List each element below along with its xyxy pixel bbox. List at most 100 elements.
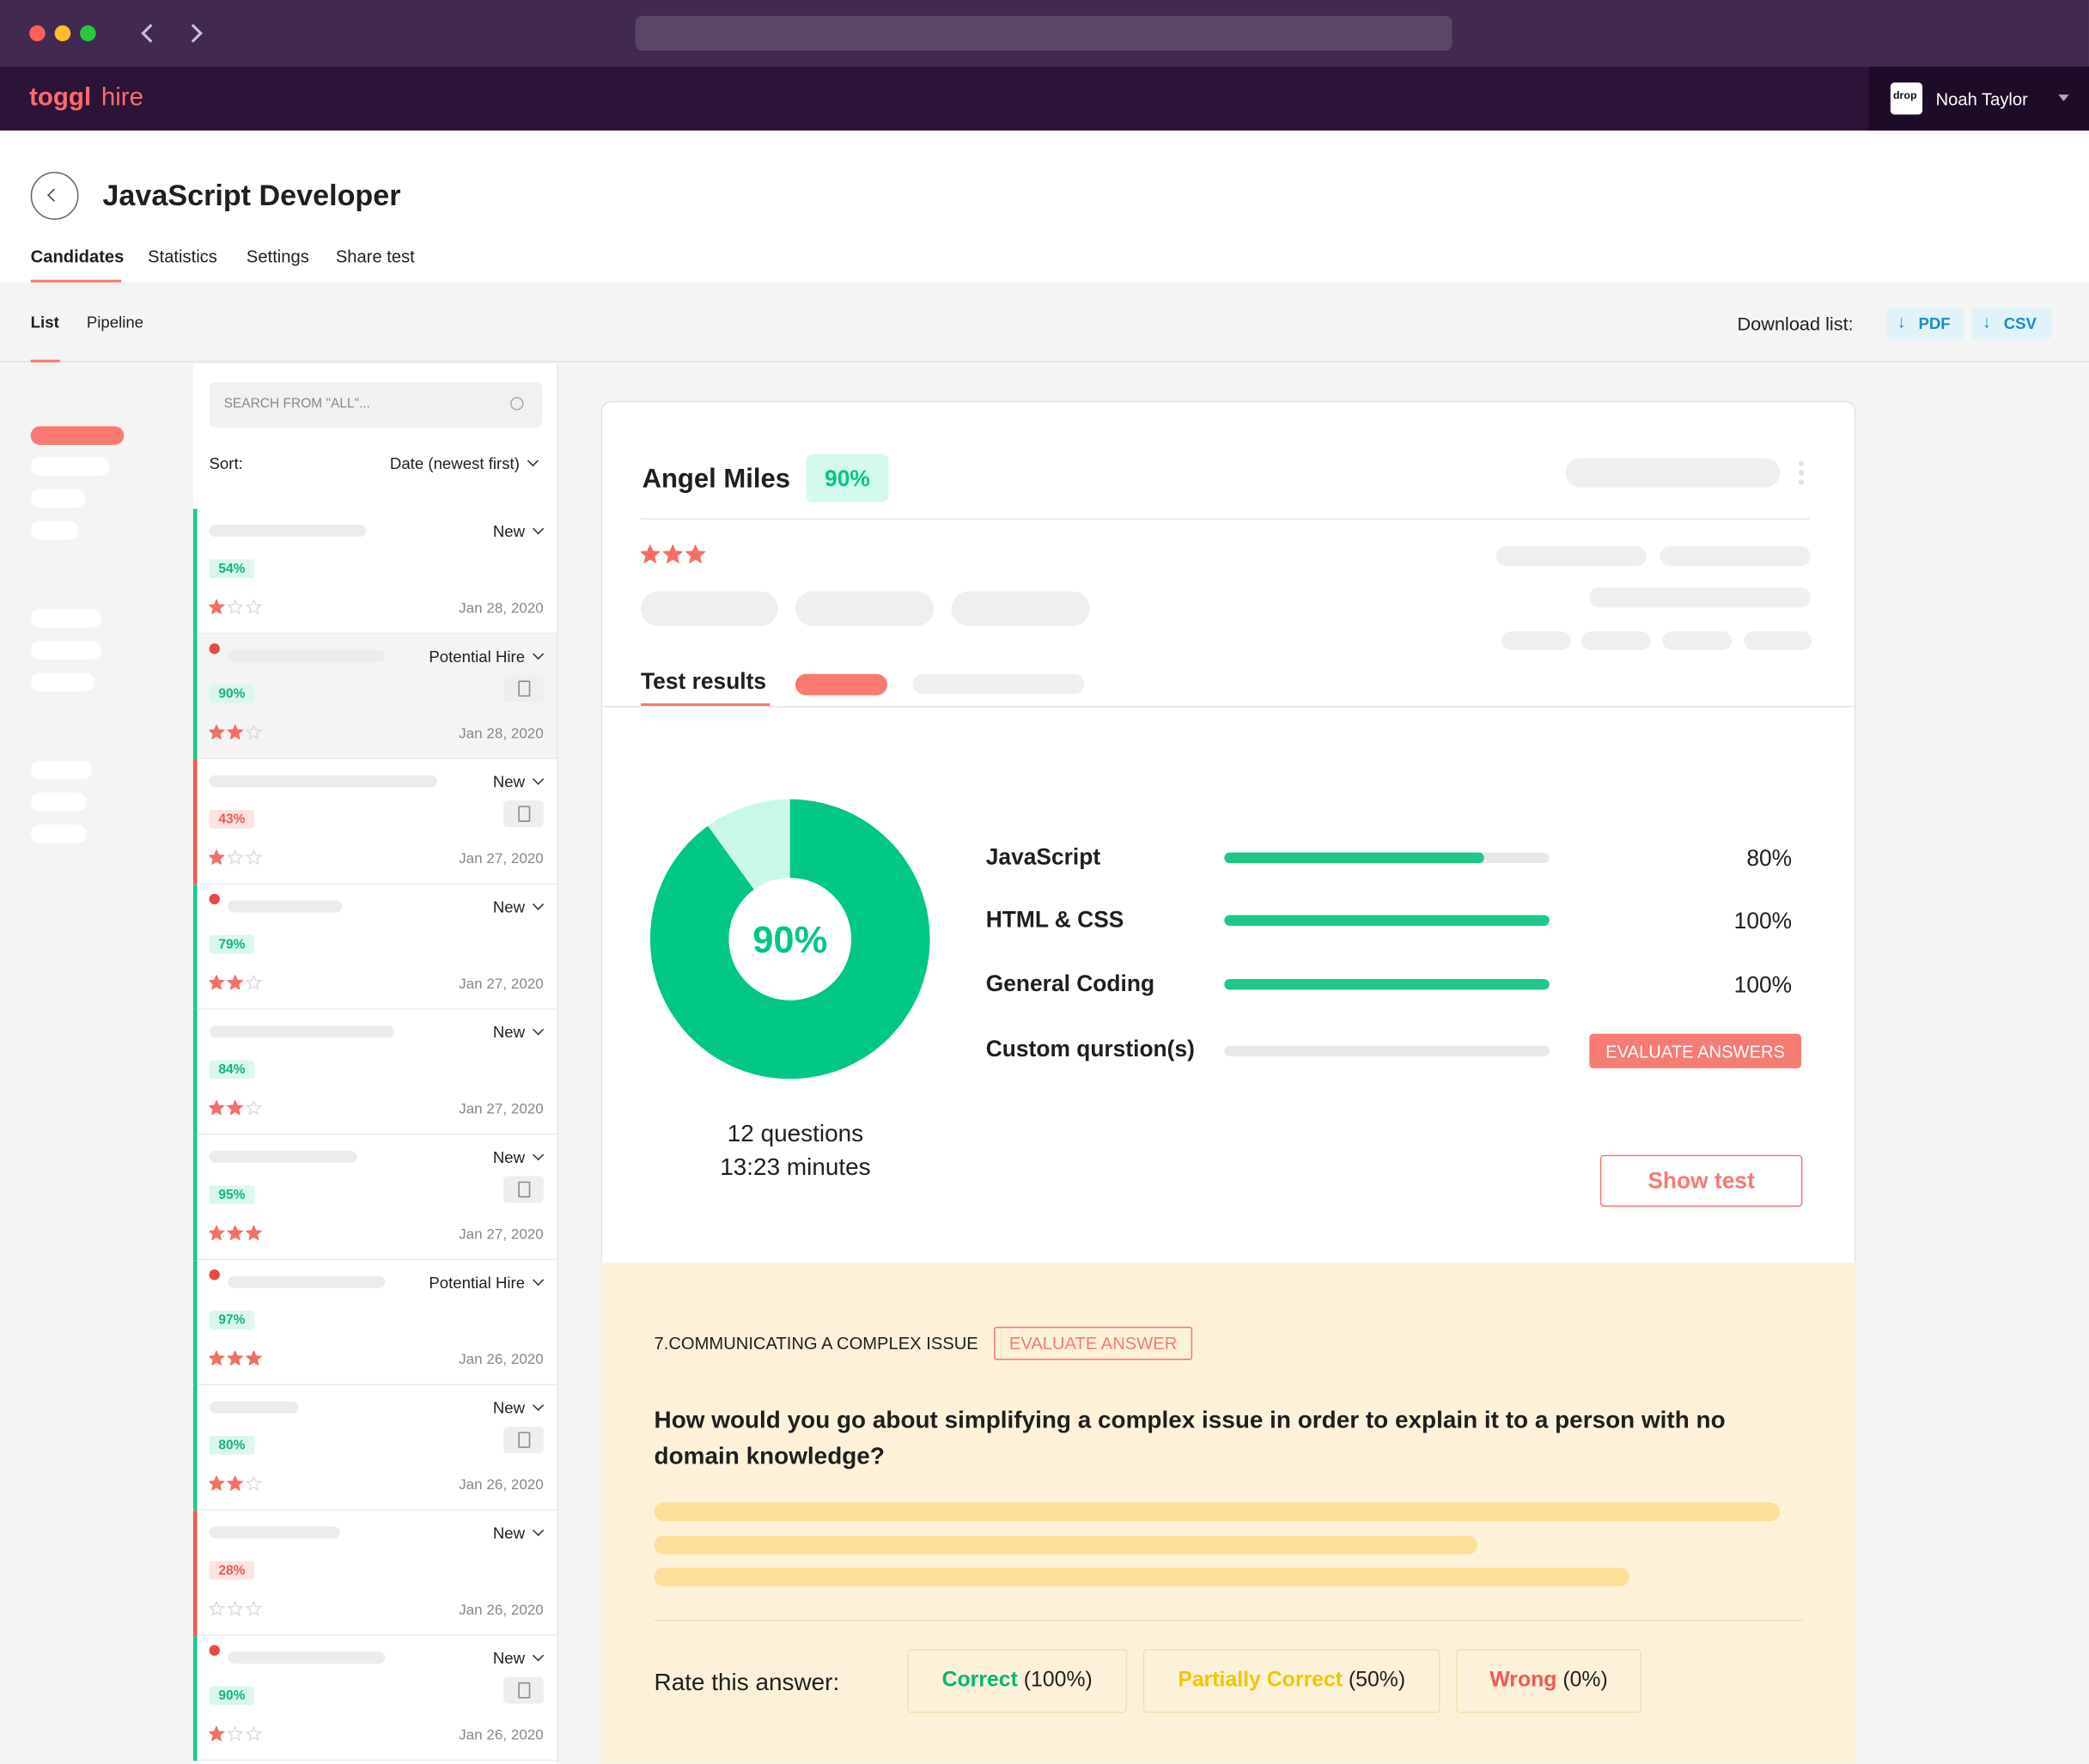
rating bbox=[209, 599, 263, 615]
rating bbox=[209, 1726, 263, 1742]
skeleton[interactable] bbox=[641, 591, 778, 626]
page-tab[interactable]: Candidates bbox=[30, 246, 125, 267]
question-title: 7.COMMUNICATING A COMPLEX ISSUE bbox=[654, 1333, 978, 1353]
rate-option[interactable] bbox=[907, 1649, 1128, 1713]
download-button[interactable] bbox=[1886, 307, 1964, 340]
date: Jan 27, 2020 bbox=[459, 1226, 544, 1244]
status[interactable]: New bbox=[492, 521, 526, 541]
status[interactable]: Potential Hire bbox=[429, 647, 526, 666]
rate-option-label[interactable]: Wrong bbox=[1489, 1669, 1557, 1692]
star bbox=[245, 1475, 263, 1491]
sidebar-item[interactable] bbox=[30, 456, 110, 476]
sort-value[interactable]: Date (newest first) bbox=[389, 453, 520, 473]
score-chip-text: 84% bbox=[218, 1062, 246, 1078]
sidebar-item[interactable] bbox=[30, 672, 95, 691]
score-chip bbox=[209, 1686, 255, 1706]
evaluate-answer-text[interactable]: EVALUATE ANSWER bbox=[1008, 1333, 1178, 1353]
status[interactable]: Potential Hire bbox=[429, 1273, 526, 1293]
more-menu[interactable] bbox=[1798, 460, 1805, 485]
page-tab[interactable]: Share test bbox=[335, 246, 415, 267]
status[interactable]: New bbox=[492, 897, 526, 917]
status[interactable]: New bbox=[492, 1147, 526, 1167]
date: Jan 27, 2020 bbox=[459, 1101, 544, 1118]
view-tab[interactable]: Pipeline bbox=[86, 313, 144, 332]
star bbox=[641, 544, 661, 564]
star bbox=[226, 1475, 244, 1491]
star bbox=[245, 1100, 263, 1116]
star bbox=[209, 975, 226, 990]
sidebar-item[interactable] bbox=[30, 608, 101, 628]
rate-option-text: Partially Correct (50%) bbox=[1143, 1670, 1440, 1692]
rate-option[interactable] bbox=[1456, 1649, 1641, 1713]
attachment-icon[interactable] bbox=[503, 675, 544, 703]
attachment-icon[interactable] bbox=[503, 1176, 544, 1203]
evaluate-answer-button[interactable] bbox=[994, 1326, 1193, 1360]
results-tab[interactable]: Test results bbox=[641, 668, 767, 695]
star bbox=[209, 1475, 226, 1491]
user-caret[interactable] bbox=[2058, 94, 2069, 101]
url-bar[interactable] bbox=[635, 15, 1453, 51]
skeleton bbox=[1662, 631, 1733, 650]
skeleton bbox=[209, 1151, 357, 1164]
sidebar-item[interactable] bbox=[30, 824, 87, 843]
results-tab-underline bbox=[641, 703, 770, 707]
rate-option-label[interactable]: Partially Correct bbox=[1178, 1669, 1343, 1692]
rate-option[interactable] bbox=[1142, 1649, 1440, 1713]
unread-dot bbox=[209, 643, 220, 654]
skeleton bbox=[1660, 545, 1811, 567]
skeleton[interactable] bbox=[951, 591, 1090, 626]
star bbox=[245, 975, 263, 990]
status[interactable]: New bbox=[492, 1649, 526, 1668]
page-tab[interactable]: Settings bbox=[246, 246, 309, 267]
user-name[interactable]: Noah Taylor bbox=[1935, 88, 2028, 110]
tab-skeleton[interactable] bbox=[795, 673, 887, 696]
sidebar-item[interactable] bbox=[30, 792, 87, 812]
unread-dot bbox=[209, 1269, 220, 1280]
attachment-icon[interactable] bbox=[503, 800, 544, 828]
show-test-text[interactable]: Show test bbox=[1647, 1168, 1755, 1194]
skeleton bbox=[1744, 631, 1812, 650]
divider bbox=[602, 706, 1855, 708]
show-test-button[interactable] bbox=[1599, 1154, 1803, 1207]
skeleton[interactable] bbox=[795, 591, 935, 626]
rate-option-value: (0%) bbox=[1562, 1669, 1608, 1692]
rate-option-text: Wrong (0%) bbox=[1456, 1670, 1641, 1692]
attachment-icon[interactable] bbox=[503, 1426, 544, 1454]
rate-option-label[interactable]: Correct bbox=[941, 1669, 1018, 1692]
brand[interactable]: toggl bbox=[29, 83, 92, 113]
evaluate-answers-button[interactable] bbox=[1589, 1033, 1801, 1068]
status[interactable]: New bbox=[492, 1398, 526, 1418]
page-tab[interactable]: Statistics bbox=[148, 246, 217, 267]
search-box[interactable] bbox=[209, 382, 543, 428]
sidebar-item[interactable] bbox=[30, 760, 93, 780]
unread-dot bbox=[209, 893, 220, 905]
close-dot[interactable] bbox=[29, 25, 46, 42]
star bbox=[226, 1726, 244, 1742]
date: Jan 26, 2020 bbox=[459, 1602, 544, 1619]
star bbox=[226, 599, 244, 615]
download-text[interactable]: CSV bbox=[2003, 314, 2037, 333]
max-dot[interactable] bbox=[80, 25, 96, 42]
status[interactable]: New bbox=[492, 772, 526, 792]
sidebar-item[interactable] bbox=[30, 489, 86, 508]
status[interactable]: New bbox=[492, 1524, 526, 1543]
sidebar-item[interactable] bbox=[30, 641, 101, 660]
status[interactable]: New bbox=[492, 1023, 526, 1042]
attachment-glyph bbox=[518, 1682, 531, 1699]
sidebar-active[interactable] bbox=[30, 426, 125, 446]
view-tab[interactable]: List bbox=[30, 313, 59, 332]
attachment-glyph bbox=[518, 1432, 531, 1448]
download-text[interactable]: PDF bbox=[1918, 314, 1951, 333]
sidebar-item[interactable] bbox=[30, 520, 79, 540]
download-button[interactable] bbox=[1971, 307, 2052, 340]
score-chip bbox=[209, 1060, 255, 1080]
attachment-icon[interactable] bbox=[503, 1676, 544, 1704]
tab-skeleton[interactable] bbox=[912, 673, 1085, 695]
skill-bar bbox=[1224, 852, 1485, 864]
evaluate-answers-text[interactable]: EVALUATE ANSWERS bbox=[1605, 1041, 1786, 1062]
skeleton bbox=[209, 1526, 340, 1539]
min-dot[interactable] bbox=[54, 25, 71, 42]
back-button[interactable] bbox=[30, 172, 79, 220]
score-badge bbox=[806, 453, 889, 502]
product[interactable]: hire bbox=[100, 83, 144, 113]
